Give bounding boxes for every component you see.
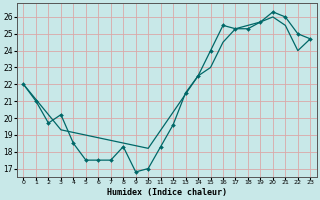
X-axis label: Humidex (Indice chaleur): Humidex (Indice chaleur) — [107, 188, 227, 197]
